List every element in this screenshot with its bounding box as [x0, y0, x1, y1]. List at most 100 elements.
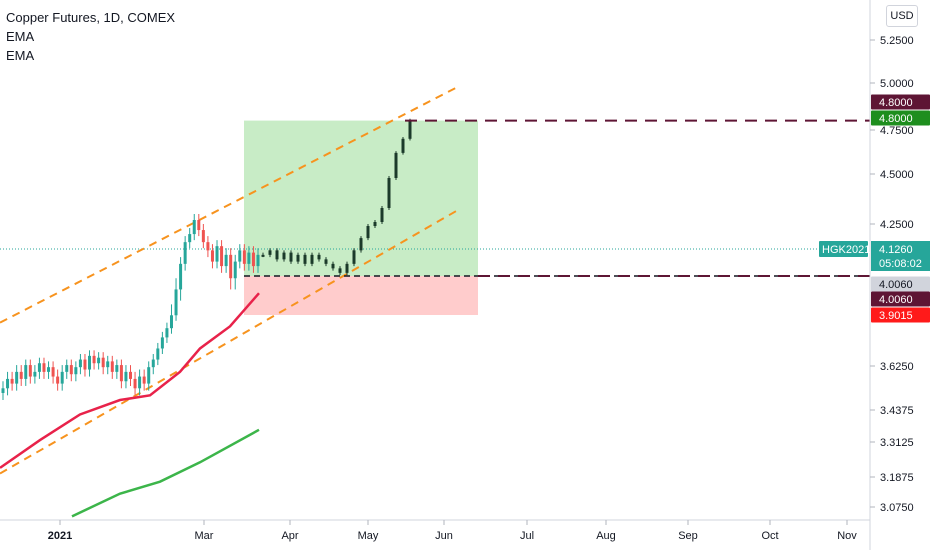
legend-title[interactable]: Copper Futures, 1D, COMEX [6, 10, 176, 25]
candle [242, 250, 246, 264]
target-label-green-bg [871, 110, 930, 126]
loss-zone [244, 276, 478, 315]
channel-lower-line [0, 209, 459, 475]
candle [47, 367, 51, 372]
candle [24, 365, 28, 379]
candle [133, 378, 137, 389]
y-tick-label: 5.2500 [880, 35, 914, 47]
candle [251, 252, 255, 267]
stop-label-bg [871, 307, 930, 323]
candle [192, 220, 196, 235]
projection-candle [289, 252, 293, 262]
projection-candle [282, 252, 286, 260]
currency-button[interactable]: USD [886, 5, 918, 27]
projection-candle [380, 208, 384, 222]
candle [129, 371, 132, 379]
candle [110, 361, 114, 372]
candle [101, 357, 105, 368]
candle [165, 328, 169, 338]
candle [6, 378, 10, 389]
candle [10, 378, 14, 384]
entry-label-gray-bg [871, 276, 930, 292]
countdown-label: 05:08:02 [879, 258, 922, 270]
ema-fast-line [0, 292, 260, 469]
candle [224, 254, 228, 267]
x-tick-label: Sep [678, 530, 698, 542]
trend-channel[interactable] [0, 85, 459, 475]
symbol-label-bg [819, 241, 868, 257]
projection-candle [268, 250, 272, 255]
ema-lines [0, 292, 260, 518]
target-label-green: 4.8000 [879, 113, 913, 125]
symbol-label: HGK2021 [822, 244, 870, 256]
projection-candle [408, 120, 412, 139]
projection-candle [338, 268, 342, 273]
y-tick-label: 4.2500 [880, 219, 914, 231]
candle [188, 234, 192, 243]
projection-candle [310, 254, 314, 264]
ema-slow-line [71, 428, 260, 518]
candle [220, 246, 224, 267]
entry-label-maroon-bg [871, 291, 930, 307]
y-tick-label: 4.5000 [880, 169, 914, 181]
x-tick-label: Oct [761, 530, 778, 542]
candle [138, 376, 142, 389]
candle [60, 371, 64, 384]
candle [156, 348, 160, 360]
candle [28, 365, 32, 377]
candle [56, 376, 60, 384]
target-label-maroon-bg [871, 94, 930, 110]
candle [147, 367, 151, 384]
projection-candle [387, 178, 391, 208]
stop-label: 3.9015 [879, 310, 913, 322]
candle [42, 363, 46, 372]
candle [215, 246, 219, 262]
projection-candle [296, 254, 300, 262]
legend-ema-2[interactable]: EMA [6, 48, 35, 63]
x-tick-label: Apr [281, 530, 298, 542]
candle [197, 220, 201, 231]
projection-candle [317, 254, 321, 260]
candle [183, 242, 187, 264]
candle [206, 242, 210, 251]
candle [69, 365, 73, 375]
candles [1, 118, 412, 401]
candle [124, 371, 128, 382]
projection-candle [275, 250, 279, 260]
candle [115, 365, 119, 372]
profit-zone [244, 120, 478, 276]
projection-candle [394, 152, 398, 178]
projection-candle [373, 222, 377, 227]
projection-candle [331, 263, 335, 269]
y-tick-label: 3.3125 [880, 437, 914, 449]
x-tick-label: Jun [435, 530, 453, 542]
last-price-label-bg [871, 241, 930, 271]
entry-label-maroon: 4.0060 [879, 294, 913, 306]
candle [51, 367, 55, 377]
candle [33, 371, 37, 377]
x-tick-label: Nov [837, 530, 857, 542]
projection-candle [401, 138, 405, 153]
candle [238, 250, 242, 262]
y-tick-label: 5.0000 [880, 78, 914, 90]
entry-label-gray: 4.0060 [879, 279, 913, 291]
candle [169, 315, 173, 329]
x-tick-label: Aug [596, 530, 616, 542]
candle [15, 371, 19, 384]
legend-ema-1[interactable]: EMA [6, 29, 35, 44]
candle [78, 359, 82, 368]
projection-candle [261, 254, 265, 257]
candle [1, 388, 5, 393]
projection-candle [345, 263, 349, 273]
candle [233, 261, 237, 279]
y-tick-label: 3.0750 [880, 502, 914, 514]
level-lines[interactable] [244, 119, 870, 277]
projection-candle [366, 226, 370, 239]
y-tick-label: 3.6250 [880, 361, 914, 373]
candle [174, 289, 178, 316]
target-label-maroon: 4.8000 [879, 97, 913, 109]
candle [65, 365, 69, 372]
price-labels: 4.8000 4.8000 4.1260 05:08:02 HGK2021 4.0060 4… [819, 94, 930, 323]
